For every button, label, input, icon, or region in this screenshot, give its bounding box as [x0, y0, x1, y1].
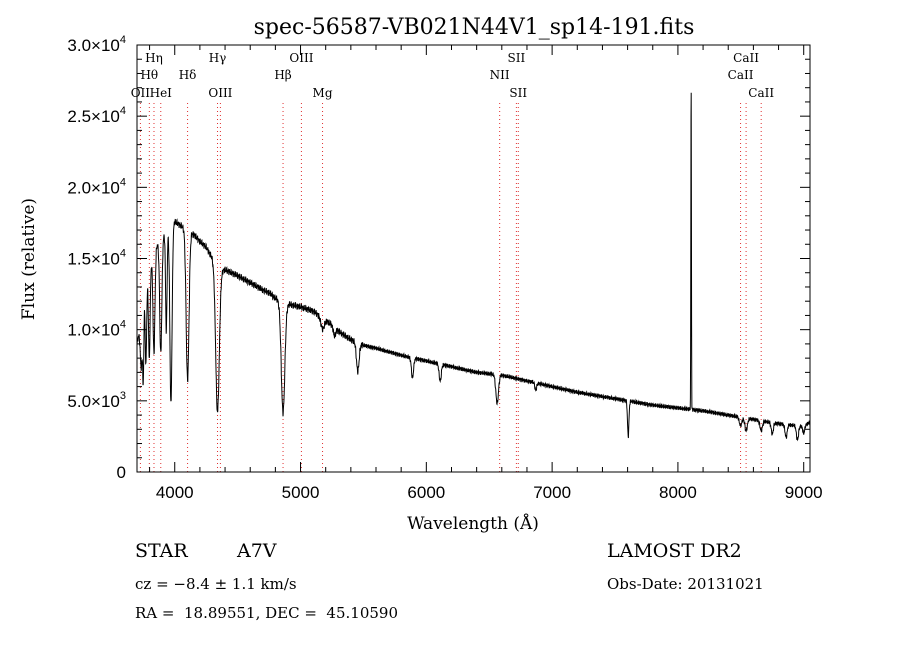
x-axis-label: Wavelength (Å)	[407, 513, 539, 534]
spectral-line-markers: OII Hη Hθ HeI Hδ Hγ OIII Hβ OIII Mg NII SII SII CaII C…	[131, 51, 774, 472]
x-tick-label: 8000	[659, 483, 697, 502]
plot-frame	[136, 44, 811, 473]
spectral-line-label: Hη	[145, 51, 163, 65]
spectrum-line	[136, 92, 811, 442]
y-tick-label: 3.0×104	[67, 34, 126, 55]
y-tick-label: 1.5×104	[67, 248, 126, 269]
spectral-line-label: OII	[131, 86, 151, 100]
spectral-line-label: SII	[509, 86, 527, 100]
chart-title: spec-56587-VB021N44V1_sp14-191.fits	[254, 15, 695, 40]
spectral-line-label: HeI	[150, 86, 173, 100]
spectral-line-label: SII	[508, 51, 526, 65]
obs-date: Obs-Date: 20131021	[607, 575, 764, 593]
object-class: STAR	[135, 540, 188, 562]
x-tick-label: 9000	[785, 483, 823, 502]
y-axis-label: Flux (relative)	[19, 198, 39, 320]
spectral-line-label: Hβ	[274, 68, 291, 82]
x-tick-label: 7000	[533, 483, 571, 502]
object-subclass: A7V	[237, 540, 277, 562]
y-tick-label: 1.0×104	[67, 319, 126, 340]
spectral-line-label: CaII	[728, 68, 754, 82]
y-tick-label: 2.5×104	[67, 105, 126, 126]
redshift-text: cz = −8.4 ± 1.1 km/s	[135, 575, 297, 593]
spectral-line-label: Mg	[313, 86, 333, 100]
y-tick-label: 5.0×103	[67, 390, 126, 411]
spectral-line-label: OIII	[289, 51, 313, 65]
coordinates-text: RA = 18.89551, DEC = 45.10590	[135, 604, 399, 622]
spectral-line-label: Hδ	[179, 68, 197, 82]
spectral-line-label: Hγ	[209, 51, 227, 65]
spectral-line-label: OIII	[208, 86, 232, 100]
y-tick-label: 2.0×104	[67, 176, 126, 197]
x-tick-label: 4000	[156, 483, 194, 502]
spectral-line-label: CaII	[733, 51, 759, 65]
survey-name: LAMOST DR2	[607, 540, 742, 562]
spectral-line-label: NII	[490, 68, 510, 82]
y-tick-label: 0	[117, 463, 126, 482]
axis-ticks: 4000 5000 6000 7000 8000 9000 0 5.0×103 1.0×104 1…	[67, 34, 822, 502]
spectral-line-label: CaII	[748, 86, 774, 100]
x-tick-label: 6000	[407, 483, 445, 502]
spectral-line-label: Hθ	[140, 68, 158, 82]
x-tick-label: 5000	[282, 483, 320, 502]
